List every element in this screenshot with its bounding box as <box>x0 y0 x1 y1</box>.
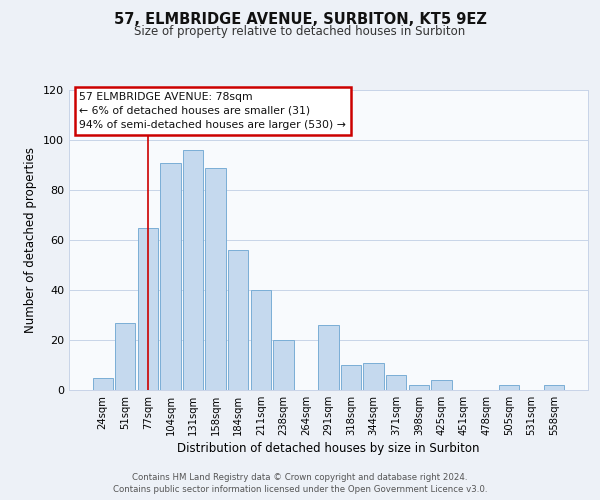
Y-axis label: Number of detached properties: Number of detached properties <box>25 147 37 333</box>
Bar <box>115 322 136 390</box>
X-axis label: Distribution of detached houses by size in Surbiton: Distribution of detached houses by size … <box>177 442 480 455</box>
Bar <box>319 325 338 390</box>
Bar <box>160 162 181 390</box>
Bar <box>251 290 271 390</box>
Text: Contains HM Land Registry data © Crown copyright and database right 2024.: Contains HM Land Registry data © Crown c… <box>132 472 468 482</box>
Bar <box>341 365 361 390</box>
Bar <box>544 385 565 390</box>
Bar <box>386 375 406 390</box>
Bar <box>138 228 158 390</box>
Text: Size of property relative to detached houses in Surbiton: Size of property relative to detached ho… <box>134 25 466 38</box>
Bar <box>92 378 113 390</box>
Text: 57 ELMBRIDGE AVENUE: 78sqm
← 6% of detached houses are smaller (31)
94% of semi-: 57 ELMBRIDGE AVENUE: 78sqm ← 6% of detac… <box>79 92 346 130</box>
Bar <box>205 168 226 390</box>
Bar <box>183 150 203 390</box>
Bar <box>431 380 452 390</box>
Bar <box>273 340 293 390</box>
Text: Contains public sector information licensed under the Open Government Licence v3: Contains public sector information licen… <box>113 485 487 494</box>
Bar <box>364 362 384 390</box>
Bar <box>228 250 248 390</box>
Text: 57, ELMBRIDGE AVENUE, SURBITON, KT5 9EZ: 57, ELMBRIDGE AVENUE, SURBITON, KT5 9EZ <box>113 12 487 28</box>
Bar <box>409 385 429 390</box>
Bar <box>499 385 519 390</box>
